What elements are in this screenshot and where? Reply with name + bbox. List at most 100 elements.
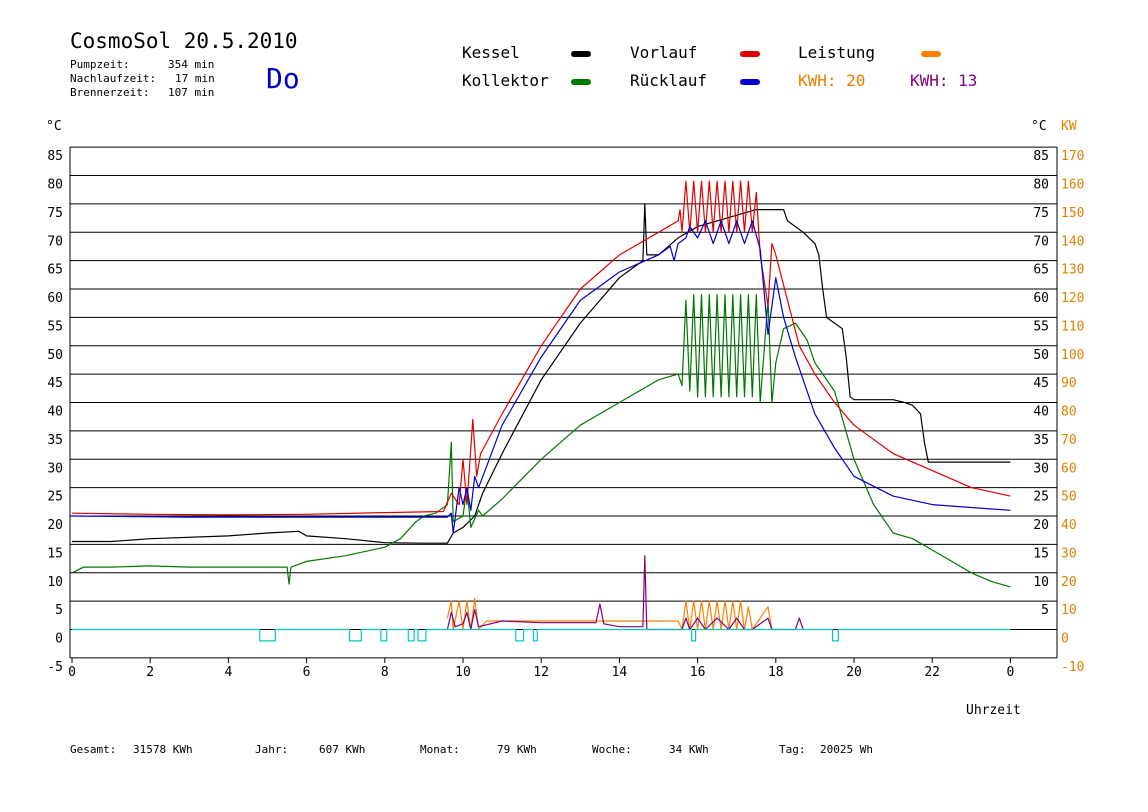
y-tick-label-right: 30 [1033,461,1049,476]
y-tick-label-left: 25 [47,490,63,505]
x-tick-label: 20 [846,665,862,680]
y-tick-label-power: 90 [1061,376,1077,391]
y-tick-label-left: 55 [47,319,63,334]
footer-woche-label: Woche: [592,743,632,756]
legend-kwh-purple: KWH: 13 [910,71,978,90]
y-tick-label-left: 50 [47,348,63,363]
x-tick-label: 0 [1006,665,1014,680]
y-tick-label-power: -10 [1061,660,1084,675]
legend-kollektor: Kollektor [462,71,549,90]
series-line-vorlauf [71,180,1011,516]
y-tick-label-power: 40 [1061,518,1077,533]
y-tick-label-left: 75 [47,206,63,221]
y-tick-label-right: 70 [1033,234,1049,249]
y-axis-unit-power: KW [1061,119,1077,134]
brennerzeit-value: 107 min [168,86,215,99]
footer-gesamt-value: 31578 KWh [133,743,193,756]
footer-gesamt-label: Gesamt: [70,743,117,756]
legend-ruecklauf: Rücklauf [630,71,708,90]
y-tick-label-power: 130 [1061,263,1084,278]
footer-jahr-value: 607 KWh [319,743,366,756]
weekday-label: Do [266,62,300,95]
legend-kwh-orange: KWH: 20 [798,71,866,90]
y-tick-label-right: 35 [1033,433,1049,448]
x-tick-label: 2 [146,665,154,680]
y-tick-label-left: 45 [47,376,63,391]
legend-kollektor-swatch [571,79,591,85]
legend-leistung-swatch [921,51,941,57]
y-tick-label-power: 170 [1061,149,1084,164]
pumpzeit-label: Pumpzeit: [70,58,130,71]
y-tick-label-left: 30 [47,461,63,476]
x-tick-label: 10 [455,665,471,680]
y-tick-label-power: 50 [1061,490,1077,505]
y-tick-label-right: 50 [1033,348,1049,363]
y-tick-label-power: 0 [1061,632,1069,647]
chart-axis-labels: 8580757065605550454035302520151050-58580… [46,119,1084,718]
y-tick-label-power: 30 [1061,546,1077,561]
legend-vorlauf-swatch [740,51,760,57]
x-tick-label: 6 [303,665,311,680]
legend-kessel: Kessel [462,43,520,62]
y-tick-label-right: 45 [1033,376,1049,391]
y-tick-label-left: 20 [47,518,63,533]
pumpzeit-value: 354 min [168,58,215,71]
y-tick-label-right: 40 [1033,405,1049,420]
y-tick-label-right: 75 [1033,206,1049,221]
y-tick-label-left: 40 [47,405,63,420]
y-tick-label-right: 85 [1033,149,1049,164]
series-line-rücklauf [71,220,1011,534]
y-tick-label-power: 110 [1061,319,1084,334]
x-tick-label: 22 [924,665,940,680]
y-tick-label-power: 80 [1061,405,1077,420]
series-line-kessel [72,203,1011,544]
series-line-kollektor [71,294,1011,588]
x-tick-label: 0 [68,665,76,680]
legend-vorlauf: Vorlauf [630,43,698,62]
y-tick-label-right: 60 [1033,291,1049,306]
y-tick-label-power: 60 [1061,461,1077,476]
y-tick-label-left: 70 [47,234,63,249]
y-tick-label-power: 70 [1061,433,1077,448]
y-tick-label-right: 65 [1033,263,1049,278]
y-tick-label-power: 10 [1061,603,1077,618]
y-tick-label-right: 15 [1033,546,1049,561]
y-tick-label-left: 5 [55,603,63,618]
y-tick-label-left: 60 [47,291,63,306]
y-axis-unit-left: °C [46,119,62,134]
legend-kessel-swatch [571,51,591,57]
y-tick-label-right: 5 [1041,603,1049,618]
y-tick-label-power: 160 [1061,178,1084,193]
x-tick-label: 8 [381,665,389,680]
y-tick-label-right: 55 [1033,319,1049,334]
x-tick-label: 12 [533,665,549,680]
y-tick-label-left: -5 [47,660,63,675]
legend-ruecklauf-swatch [740,79,760,85]
y-tick-label-right: 25 [1033,490,1049,505]
y-tick-label-power: 140 [1061,234,1084,249]
y-tick-label-right: 10 [1033,575,1049,590]
y-tick-label-right: 20 [1033,518,1049,533]
y-tick-label-power: 100 [1061,348,1084,363]
x-axis-label: Uhrzeit [966,703,1021,718]
footer-tag-value: 20025 Wh [820,743,873,756]
nachlaufzeit-value: 17 min [175,72,215,85]
x-tick-label: 16 [690,665,706,680]
y-tick-label-left: 0 [55,632,63,647]
y-tick-label-left: 35 [47,433,63,448]
footer-monat-label: Monat: [420,743,460,756]
y-tick-label-left: 15 [47,546,63,561]
chart-series [71,180,1011,642]
legend-leistung: Leistung [798,43,876,62]
x-tick-label: 18 [768,665,784,680]
y-axis-unit-right: °C [1031,119,1047,134]
brennerzeit-label: Brennerzeit: [70,86,150,99]
y-tick-label-left: 80 [47,178,63,193]
footer-jahr-label: Jahr: [255,743,289,756]
y-tick-label-right: 80 [1033,178,1049,193]
series-line-pumpe [72,628,1011,642]
y-tick-label-power: 120 [1061,291,1084,306]
nachlaufzeit-label: Nachlaufzeit: [70,72,157,85]
footer-monat-value: 79 KWh [497,743,537,756]
